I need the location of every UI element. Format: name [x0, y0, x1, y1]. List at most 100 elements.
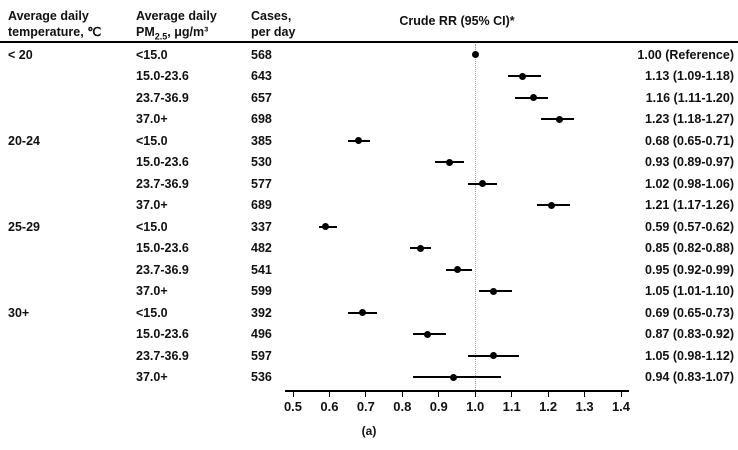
- pm-range-cell: 37.0+: [136, 198, 168, 213]
- figure-caption: (a): [361, 424, 377, 438]
- cases-cell: 568: [251, 47, 272, 62]
- pm-range-cell: <15.0: [136, 133, 168, 148]
- point-estimate-dot: [489, 352, 497, 360]
- axis-tick: [328, 392, 330, 397]
- pm-range-cell: 23.7-36.9: [136, 90, 189, 105]
- rr-ci-label: 1.05 (0.98-1.12): [645, 348, 734, 363]
- pm-range-cell: 37.0+: [136, 370, 168, 385]
- point-estimate-dot: [322, 223, 330, 231]
- cases-cell: 657: [251, 90, 272, 105]
- axis-tick-label: 0.9: [429, 399, 448, 414]
- table-row: 15.0-23.6 530 0.93 (0.89-0.97): [0, 152, 738, 174]
- rr-ci-label: 1.21 (1.17-1.26): [645, 198, 734, 213]
- table-row: 30+ <15.0 392 0.69 (0.65-0.73): [0, 302, 738, 324]
- table-row: 23.7-36.9 577 1.02 (0.98-1.06): [0, 173, 738, 195]
- ci-line: [413, 376, 501, 379]
- column-header-cases-line1: Cases,: [251, 9, 292, 23]
- rr-ci-label: 0.94 (0.83-1.07): [645, 370, 734, 385]
- table-row: 25-29 <15.0 337 0.59 (0.57-0.62): [0, 216, 738, 238]
- table-row: 15.0-23.6 482 0.85 (0.82-0.88): [0, 238, 738, 260]
- axis-tick-label: 0.6: [320, 399, 339, 414]
- point-estimate-dot: [417, 244, 425, 252]
- point-estimate-dot: [424, 330, 432, 338]
- rr-ci-label: 1.00 (Reference): [637, 47, 734, 62]
- rr-ci-label: 1.23 (1.18-1.27): [645, 112, 734, 127]
- point-estimate-dot: [358, 309, 366, 317]
- pm-units: , μg/m³: [167, 25, 209, 39]
- rr-ci-label: 0.95 (0.92-0.99): [645, 262, 734, 277]
- point-estimate-dot: [471, 51, 479, 59]
- table-row: < 20 <15.0 568 1.00 (Reference): [0, 44, 738, 66]
- pm-range-cell: 23.7-36.9: [136, 176, 189, 191]
- point-estimate-dot: [555, 115, 563, 123]
- axis-tick: [620, 392, 622, 397]
- axis-tick: [584, 392, 586, 397]
- axis-tick-label: 1.3: [575, 399, 594, 414]
- rr-ci-label: 0.93 (0.89-0.97): [645, 155, 734, 170]
- table-row: 37.0+ 689 1.21 (1.17-1.26): [0, 195, 738, 217]
- pm-subscript: 2.5: [154, 31, 168, 42]
- axis-tick: [547, 392, 549, 397]
- table-row: 20-24 <15.0 385 0.68 (0.65-0.71): [0, 130, 738, 152]
- cases-cell: 541: [251, 262, 272, 277]
- temperature-cell: 30+: [8, 305, 30, 320]
- point-estimate-dot: [519, 72, 527, 80]
- rr-ci-label: 0.59 (0.57-0.62): [645, 219, 734, 234]
- cases-cell: 536: [251, 370, 272, 385]
- pm-range-cell: 37.0+: [136, 112, 168, 127]
- point-estimate-dot: [449, 373, 457, 381]
- table-row: 23.7-36.9 597 1.05 (0.98-1.12): [0, 345, 738, 367]
- column-header-temperature-line2: temperature, ℃: [8, 25, 102, 39]
- table-row: 37.0+ 599 1.05 (1.01-1.10): [0, 281, 738, 303]
- pm-range-cell: 23.7-36.9: [136, 262, 189, 277]
- rr-ci-label: 1.13 (1.09-1.18): [645, 69, 734, 84]
- point-estimate-dot: [453, 266, 461, 274]
- axis-tick-label: 1.4: [611, 399, 631, 414]
- axis-tick-label: 1.1: [502, 399, 521, 414]
- x-axis-line: [285, 390, 629, 392]
- pm-text: PM: [136, 25, 155, 39]
- pm-range-cell: 15.0-23.6: [136, 155, 189, 170]
- temperature-cell: 25-29: [8, 219, 40, 234]
- pm-range-cell: 23.7-36.9: [136, 348, 189, 363]
- point-estimate-dot: [479, 180, 486, 188]
- point-estimate-dot: [548, 201, 556, 209]
- table-row: 15.0-23.6 643 1.13 (1.09-1.18): [0, 66, 738, 88]
- axis-tick: [474, 392, 476, 397]
- axis-tick-label: 1.2: [539, 399, 558, 414]
- column-header-temperature: Average daily temperature, ℃: [8, 8, 101, 40]
- axis-tick-label: 0.8: [393, 399, 412, 414]
- cases-cell: 689: [251, 198, 272, 213]
- reference-line: [475, 44, 477, 390]
- axis-tick: [401, 392, 403, 397]
- cases-cell: 577: [251, 176, 272, 191]
- table-row: 37.0+ 698 1.23 (1.18-1.27): [0, 109, 738, 131]
- point-estimate-dot: [446, 158, 454, 166]
- header-divider-rule: [0, 41, 738, 43]
- cases-cell: 392: [251, 305, 272, 320]
- table-row: 15.0-23.6 496 0.87 (0.83-0.92): [0, 324, 738, 346]
- column-header-pm25-line1: Average daily: [136, 9, 217, 23]
- cases-cell: 385: [251, 133, 272, 148]
- axis-tick: [438, 392, 440, 397]
- point-estimate-dot: [489, 287, 497, 295]
- column-header-cases: Cases, per day: [251, 8, 295, 40]
- pm-range-cell: 37.0+: [136, 284, 168, 299]
- cases-cell: 597: [251, 348, 272, 363]
- rr-ci-label: 0.85 (0.82-0.88): [645, 241, 734, 256]
- cases-cell: 530: [251, 155, 272, 170]
- rr-ci-label: 1.16 (1.11-1.20): [645, 90, 734, 105]
- pm-range-cell: <15.0: [136, 219, 168, 234]
- axis-tick: [365, 392, 367, 397]
- cases-cell: 482: [251, 241, 272, 256]
- rr-ci-label: 1.05 (1.01-1.10): [645, 284, 734, 299]
- cases-cell: 698: [251, 112, 272, 127]
- pm-range-cell: 15.0-23.6: [136, 69, 189, 84]
- axis-tick: [511, 392, 513, 397]
- axis-tick: [292, 392, 294, 397]
- cases-cell: 643: [251, 69, 272, 84]
- table-row: 37.0+ 536 0.94 (0.83-1.07): [0, 367, 738, 389]
- axis-tick-label: 0.5: [283, 399, 303, 414]
- pm-range-cell: <15.0: [136, 305, 168, 320]
